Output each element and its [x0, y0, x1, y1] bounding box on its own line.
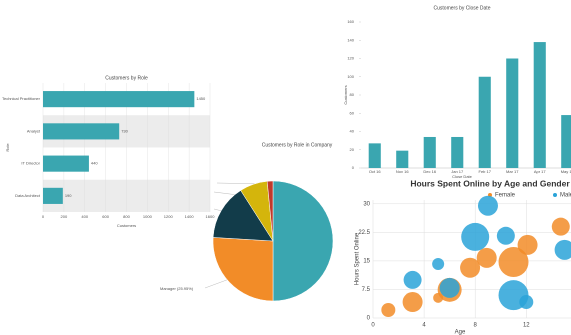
y-tick-label: 40: [350, 129, 355, 134]
pie-slice: [266, 180, 274, 242]
y-tick-label: 7.5: [362, 287, 371, 293]
x-tick-label: Dec 16: [423, 169, 436, 174]
y-tick-label: 20: [350, 147, 355, 152]
value-label: 1450: [196, 96, 206, 101]
bubble: [554, 239, 571, 260]
x-tick-label: 12: [523, 323, 530, 329]
y-tick-label: 30: [363, 201, 370, 207]
bubble: [519, 295, 534, 310]
x-tick-label: May 17: [561, 169, 571, 174]
bar: [451, 136, 464, 168]
y-axis-title: Customers: [343, 85, 348, 104]
bar: [43, 123, 120, 140]
bubble: [517, 234, 538, 255]
x-tick-label: 1400: [185, 214, 195, 219]
legend-swatch: [553, 193, 557, 197]
x-tick-label: 4: [422, 323, 426, 329]
y-tick-label: Data Architect: [15, 193, 41, 198]
y-tick-label: 15: [363, 258, 370, 264]
bubble: [381, 303, 396, 318]
bubble: [460, 257, 481, 278]
x-tick-label: 800: [123, 214, 130, 219]
y-tick-label: 160: [347, 19, 354, 24]
bar: [506, 58, 519, 168]
x-axis-title: Customers: [117, 223, 136, 228]
y-axis-title: Hours Spent Online: [355, 232, 361, 285]
bubble: [551, 217, 570, 236]
bar: [478, 76, 491, 168]
x-tick-label: Apr 17: [534, 169, 547, 174]
bar: [43, 187, 63, 204]
bar: [43, 155, 89, 172]
x-tick-label: Oct 16: [369, 169, 382, 174]
bubble: [476, 247, 497, 268]
x-tick-label: 0: [42, 214, 45, 219]
pie-slice: [212, 190, 274, 242]
x-axis-title: Age: [455, 330, 466, 335]
slice-label: Manager (25.95%): [160, 286, 194, 291]
y-axis-title: Role: [5, 143, 10, 152]
x-tick-label: Feb 17: [479, 169, 492, 174]
x-tick-label: Nov 16: [396, 169, 409, 174]
bar: [533, 42, 546, 169]
x-axis-title: Close Date: [452, 174, 473, 179]
bubble: [403, 270, 422, 289]
y-tick-label: 120: [347, 56, 354, 61]
bubble: [477, 195, 498, 216]
bar: [368, 143, 381, 168]
value-label: 190: [65, 193, 72, 198]
y-tick-label: 0: [367, 316, 371, 322]
y-tick-label: 0: [352, 165, 355, 170]
y-tick-label: 100: [347, 74, 354, 79]
chart-title: Customers by Role: [105, 75, 148, 81]
x-tick-label: 8: [474, 323, 478, 329]
bubble: [496, 226, 515, 245]
y-tick-label: 60: [350, 110, 355, 115]
x-tick-label: 600: [102, 214, 109, 219]
y-tick-label: 80: [350, 92, 355, 97]
legend-label: Female: [495, 193, 516, 199]
bubble: [402, 292, 423, 313]
pie-slice: [272, 180, 334, 302]
x-tick-label: 1000: [143, 214, 153, 219]
bar: [561, 115, 571, 168]
value-label: 440: [91, 161, 98, 166]
chart-title: Customers by Close Date: [434, 5, 491, 11]
y-tick-label: 140: [347, 37, 354, 42]
chart-title: Customers by Role in Company: [262, 142, 333, 148]
y-tick-label: Analyst: [27, 128, 41, 133]
bubble: [432, 257, 445, 270]
x-tick-label: 400: [81, 214, 88, 219]
bar: [43, 91, 195, 108]
bubble: [498, 247, 529, 278]
x-tick-label: 0: [371, 323, 375, 329]
bubble: [439, 277, 460, 298]
y-tick-label: 22.5: [358, 230, 370, 236]
chart-title: Hours Spent Online by Age and Gender: [410, 178, 570, 188]
y-tick-label: Technical Practitioner: [2, 96, 41, 101]
x-tick-label: 200: [61, 214, 68, 219]
x-tick-label: Mar 17: [506, 169, 519, 174]
bubble: [461, 222, 490, 251]
pie-slice: [212, 237, 274, 302]
bar: [423, 136, 436, 168]
value-label: 730: [121, 128, 128, 133]
x-tick-label: 1600: [206, 214, 216, 219]
x-tick-label: 1200: [164, 214, 174, 219]
y-tick-label: IT Director: [21, 161, 40, 166]
x-tick-label: Jan 17: [451, 169, 464, 174]
legend-label: Male: [560, 193, 571, 199]
bar: [396, 150, 409, 168]
